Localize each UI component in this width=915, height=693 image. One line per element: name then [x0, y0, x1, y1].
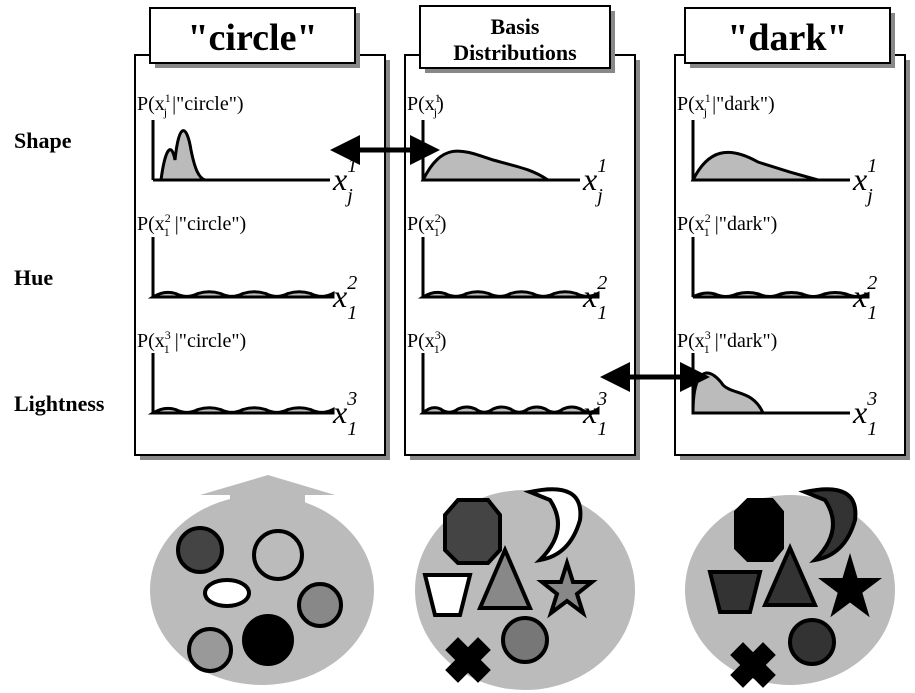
axis-sub: 1: [597, 302, 607, 324]
axis-sub: 1: [597, 418, 607, 440]
axis-sup: 1: [597, 155, 607, 177]
label-pre: P(x: [407, 213, 435, 235]
label-post: ): [437, 93, 444, 115]
label-post: |"circle"): [170, 330, 246, 352]
circle-objects: [150, 475, 374, 685]
label-post: ): [440, 330, 447, 352]
axis-sup: 1: [347, 155, 357, 177]
axis-sup: 2: [867, 272, 877, 294]
axis-sup: 2: [347, 272, 357, 294]
label-pre: P(x: [677, 330, 705, 352]
axis-base: x: [852, 278, 867, 314]
axis-sub: 1: [867, 302, 877, 324]
label-post: |"circle"): [167, 93, 243, 115]
basis-objects: [415, 489, 635, 690]
label-post: ): [440, 213, 447, 235]
plot-label: P(x31 |"circle"): [137, 328, 246, 356]
column-title: Basis: [491, 14, 540, 39]
row-label: Hue: [14, 265, 53, 290]
axis-sup: 3: [866, 388, 877, 410]
dark-objects: [685, 489, 895, 685]
label-pre: P(x: [137, 330, 165, 352]
label-pre: P(x: [407, 93, 435, 115]
axis-base: x: [852, 161, 867, 197]
label-pre: P(x: [407, 330, 435, 352]
label-pre: P(x: [137, 93, 165, 115]
axis-base: x: [332, 394, 347, 430]
axis-sub: 1: [347, 418, 357, 440]
axis-base: x: [582, 278, 597, 314]
label-post: |"dark"): [707, 93, 775, 115]
axis-sup: 3: [346, 388, 357, 410]
column-title: Distributions: [453, 40, 577, 65]
axis-sup: 2: [597, 272, 607, 294]
column-title: "dark": [727, 17, 847, 59]
column-title: "circle": [187, 17, 317, 59]
label-post: |"dark"): [710, 330, 778, 352]
axis-base: x: [332, 161, 347, 197]
axis-base: x: [852, 394, 867, 430]
row-label: Lightness: [14, 391, 105, 416]
label-post: |"dark"): [710, 213, 778, 235]
axis-sup: 3: [596, 388, 607, 410]
axis-base: x: [582, 161, 597, 197]
axis-base: x: [582, 394, 597, 430]
label-pre: P(x: [677, 213, 705, 235]
axis-sup: 1: [867, 155, 877, 177]
label-pre: P(x: [137, 213, 165, 235]
label-pre: P(x: [677, 93, 705, 115]
axis-sub: 1: [347, 302, 357, 324]
row-label: Shape: [14, 128, 72, 153]
axis-sub: 1: [867, 418, 877, 440]
diagram: "circle"P(x1j |"circle")x1jP(x21 |"circl…: [0, 0, 915, 693]
label-post: |"circle"): [170, 213, 246, 235]
axis-base: x: [332, 278, 347, 314]
